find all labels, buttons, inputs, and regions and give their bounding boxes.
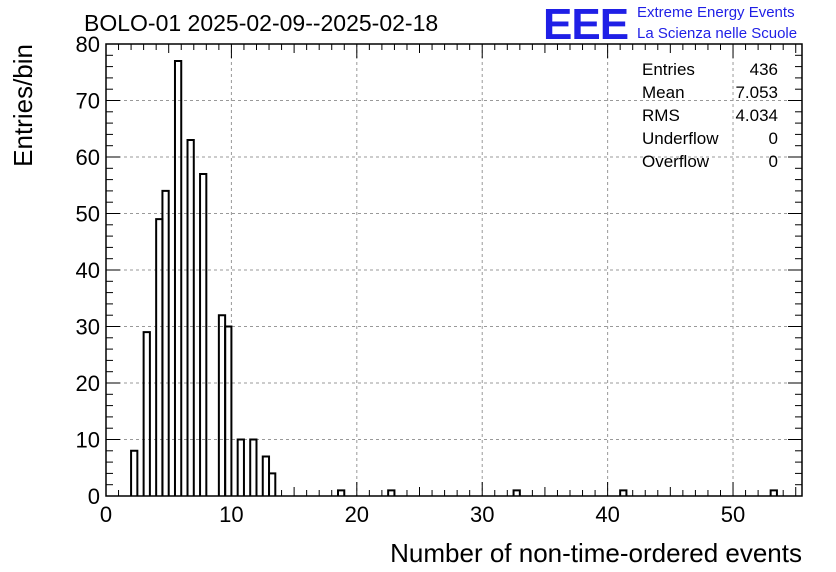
eee-logo: EEE [543,0,629,49]
histogram-bin [161,189,170,496]
x-tick-label: 30 [470,502,494,527]
histogram-bin [130,449,139,496]
y-tick-label: 0 [88,484,100,509]
stat-rms-value: 4.034 [735,106,778,125]
stat-underflow-label: Underflow [642,129,719,148]
x-tick-label: 0 [100,502,112,527]
histogram-bin [619,489,628,496]
y-tick-label: 80 [76,32,100,57]
histogram-bin [337,489,346,496]
stat-overflow-label: Overflow [642,152,710,171]
stat-rms-label: RMS [642,106,680,125]
histogram-bin [512,489,521,496]
y-axis-label: Entries/bin [8,44,38,167]
x-tick-label: 50 [721,502,745,527]
y-tick-label: 70 [76,89,100,114]
histogram-bin [387,489,396,496]
x-tick-label: 40 [595,502,619,527]
histogram-bin [199,172,208,496]
stat-underflow-value: 0 [768,129,778,148]
stat-overflow-value: 0 [768,152,778,171]
histogram-bin [236,438,245,496]
y-tick-label: 60 [76,145,100,170]
y-tick-label: 30 [76,315,100,340]
x-tick-label: 20 [345,502,369,527]
histogram-bin [173,59,183,496]
chart-title: BOLO-01 2025-02-09--2025-02-18 [84,10,439,36]
y-tick-label: 40 [76,258,100,283]
logo-line-2: La Scienza nelle Scuole [637,25,798,42]
stat-entries-label: Entries [642,60,695,79]
stat-mean-value: 7.053 [735,83,778,102]
logo-line-1: Extreme Energy Events [637,4,795,21]
stat-entries-value: 436 [749,60,778,79]
y-tick-label: 50 [76,202,100,227]
histogram-bin [142,331,151,496]
histogram-bin [769,489,778,496]
stat-mean-label: Mean [642,83,685,102]
histogram-bin [268,472,277,496]
histogram-bin [186,139,195,496]
histogram-bin [249,438,258,496]
x-tick-label: 10 [219,502,243,527]
x-axis-label: Number of non-time-ordered events [390,538,802,568]
y-tick-label: 10 [76,428,100,453]
histogram-bin [224,325,233,496]
y-tick-label: 20 [76,371,100,396]
